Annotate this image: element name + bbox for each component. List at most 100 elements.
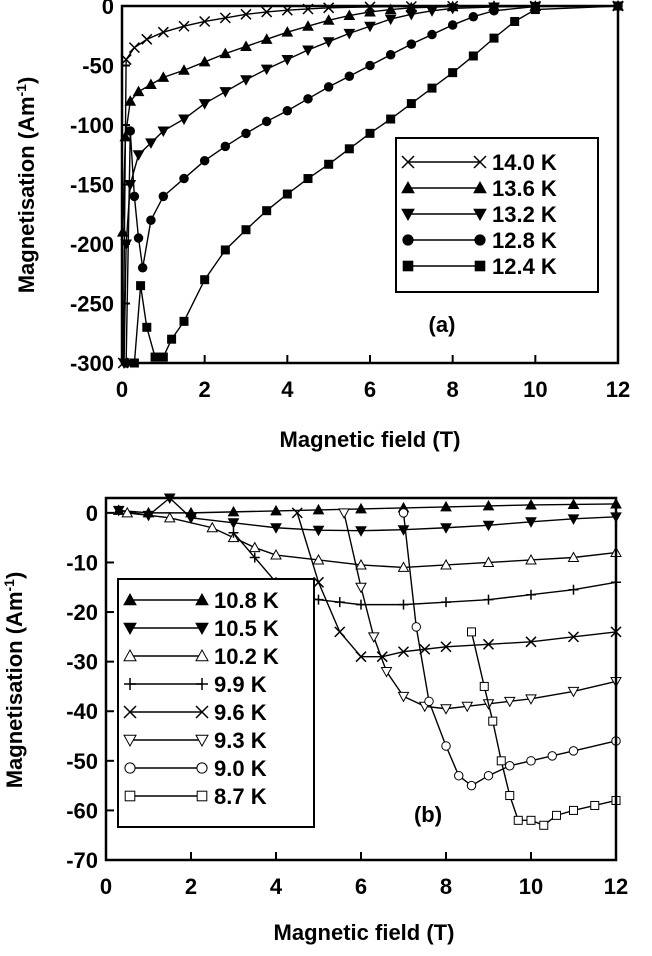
data-point-b-5-6 xyxy=(440,704,452,715)
data-point-a-3-10 xyxy=(241,128,251,139)
data-point-a-1-11 xyxy=(281,26,294,37)
legend-marker-right-b-7 xyxy=(196,790,208,802)
legend-label-b-5: 9.3 K xyxy=(214,728,267,753)
panel-b-y-axis-label: Magnetisation (Am-1) xyxy=(1,572,27,789)
data-point-a-0-6 xyxy=(199,15,211,28)
data-point-b-6-4 xyxy=(454,770,464,781)
data-point-b-2-9 xyxy=(440,558,452,570)
legend-marker-right-a-0 xyxy=(473,155,487,169)
series-line-b-4 xyxy=(296,512,617,658)
y-tick-label-b-6: -60 xyxy=(66,798,98,823)
legend-label-b-7: 8.7 K xyxy=(214,784,267,809)
data-point-b-5-4 xyxy=(397,691,410,703)
data-point-b-3-9 xyxy=(441,597,451,608)
data-point-a-0-5 xyxy=(178,20,190,32)
data-point-a-1-6 xyxy=(178,64,190,75)
data-point-a-1-3 xyxy=(132,85,145,97)
data-point-b-6-0 xyxy=(398,508,409,518)
y-tick-label-a-2: -100 xyxy=(70,113,114,138)
legend-marker-right-b-1 xyxy=(195,622,209,636)
legend-label-a-2: 13.2 K xyxy=(492,202,557,227)
legend-marker-right-b-6 xyxy=(196,762,208,774)
data-point-a-4-20 xyxy=(468,51,478,61)
data-point-b-4-1 xyxy=(312,576,325,588)
panel-b-legend: 10.8 K 10.5 K 10.2 K 9.9 K 9.6 K 9.3 K 9.0 K 8.… xyxy=(117,578,315,828)
legend-marker-right-b-4 xyxy=(195,705,209,719)
legend-marker-right-b-2 xyxy=(195,648,209,662)
data-point-b-3-1 xyxy=(249,552,260,563)
data-point-b-3-8 xyxy=(398,599,409,610)
data-point-a-3-3 xyxy=(133,233,144,243)
x-tick-label-b-5: 10 xyxy=(519,874,543,899)
panel-b-label: (b) xyxy=(414,802,442,827)
legend-label-b-6: 9.0 K xyxy=(214,756,267,781)
data-point-a-4-9 xyxy=(241,225,251,235)
data-point-b-3-6 xyxy=(334,597,345,608)
data-point-a-3-17 xyxy=(385,50,396,60)
data-point-a-4-13 xyxy=(324,159,334,169)
data-point-b-5-2 xyxy=(367,632,380,643)
legend-marker-right-b-0 xyxy=(195,592,209,606)
data-point-a-2-12 xyxy=(302,45,314,57)
x-tick-label-a-0: 0 xyxy=(116,377,128,402)
panel-b-chart: 0 2 4 6 8 10 120-10-20-30-40-50-60-70 10.8 K10… xyxy=(1,493,628,945)
data-point-b-2-7 xyxy=(355,558,367,570)
data-point-a-4-10 xyxy=(262,206,272,216)
data-point-b-0-11 xyxy=(567,498,580,509)
data-point-b-6-9 xyxy=(547,751,557,761)
x-tick-label-a-2: 4 xyxy=(281,377,294,402)
data-point-a-0-7 xyxy=(219,12,231,24)
data-point-b-4-5 xyxy=(397,646,410,658)
y-tick-label-b-7: -70 xyxy=(66,848,98,873)
data-point-a-2-6 xyxy=(178,114,190,126)
panel-a-legend: 14.0 K13.6 K13.2 K12.8 K12.4 K xyxy=(395,137,599,293)
data-point-a-3-15 xyxy=(344,71,355,81)
data-point-b-1-4 xyxy=(227,518,240,529)
data-point-b-2-4 xyxy=(248,541,261,553)
data-point-b-5-3 xyxy=(380,667,393,678)
data-point-b-6-6 xyxy=(483,770,494,781)
data-point-b-6-10 xyxy=(568,746,579,756)
legend-label-b-4: 9.6 K xyxy=(214,700,267,725)
data-point-b-4-4 xyxy=(376,651,388,663)
data-point-a-4-18 xyxy=(427,83,437,93)
data-point-b-1-9 xyxy=(440,523,452,534)
data-point-b-2-5 xyxy=(270,548,282,560)
data-point-a-3-4 xyxy=(137,263,148,273)
panel-b-legend-box xyxy=(117,578,315,828)
x-tick-label-b-6: 12 xyxy=(604,874,628,899)
legend-marker-left-b-3 xyxy=(124,678,136,690)
data-point-a-2-13 xyxy=(322,37,335,48)
data-point-b-7-7 xyxy=(539,820,549,830)
legend-marker-left-a-2 xyxy=(401,208,415,222)
x-tick-label-a-1: 2 xyxy=(199,377,211,402)
legend-marker-left-a-0 xyxy=(401,155,415,169)
data-point-a-3-20 xyxy=(447,20,458,30)
data-point-b-4-8 xyxy=(482,638,495,650)
data-point-a-4-1 xyxy=(136,281,146,291)
panel-a-label: (a) xyxy=(429,312,456,337)
data-point-b-6-2 xyxy=(424,696,434,707)
data-point-b-2-12 xyxy=(567,551,580,563)
data-point-a-3-21 xyxy=(468,11,479,22)
data-point-b-2-1 xyxy=(163,511,176,523)
data-point-b-7-1 xyxy=(479,681,489,691)
x-tick-label-a-5: 10 xyxy=(523,377,547,402)
data-point-a-1-2 xyxy=(124,95,137,106)
data-point-b-3-5 xyxy=(313,594,324,605)
data-point-a-4-3 xyxy=(150,352,160,362)
x-tick-label-a-6: 12 xyxy=(606,377,630,402)
data-point-a-3-2 xyxy=(129,191,140,202)
data-point-b-0-8 xyxy=(440,500,452,512)
data-point-b-2-8 xyxy=(397,561,410,572)
data-point-b-1-0 xyxy=(112,505,125,517)
data-point-b-3-7 xyxy=(356,599,366,610)
data-point-a-2-14 xyxy=(343,28,356,40)
data-point-a-4-14 xyxy=(344,144,354,154)
data-point-b-6-3 xyxy=(441,741,451,751)
series-line-b-7 xyxy=(470,631,617,827)
data-point-a-3-12 xyxy=(282,105,293,116)
data-point-b-1-10 xyxy=(482,520,495,532)
data-point-a-2-3 xyxy=(132,150,145,161)
x-tick-label-b-3: 6 xyxy=(355,874,367,899)
